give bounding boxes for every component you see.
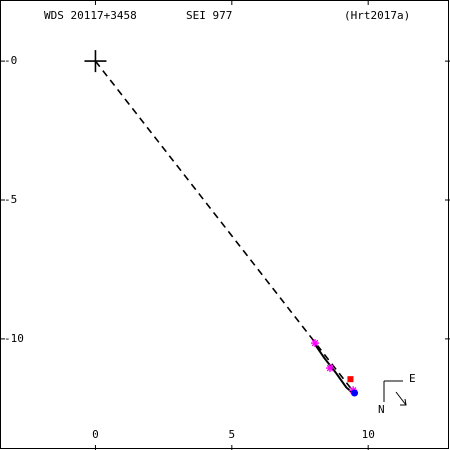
y-tick-label: -0: [4, 54, 18, 68]
asterisk-point: [326, 364, 334, 373]
compass-arrowhead: [400, 398, 407, 406]
compass: [383, 380, 407, 406]
orbit-line: [314, 343, 356, 396]
asterisk-stroke: [311, 339, 319, 347]
observation-points: [311, 339, 359, 397]
compass-east-label: E: [409, 372, 416, 385]
x-tick-label: 10: [361, 428, 375, 441]
asterisk-stroke: [326, 364, 334, 372]
orbit-reference: (Hrt2017a): [344, 9, 411, 22]
circle-point: [351, 389, 359, 397]
y-tick-label: -10: [4, 331, 24, 345]
separation-line: [94, 60, 356, 394]
square-point: [347, 376, 354, 383]
wds-identifier: WDS 20117+3458: [44, 9, 137, 22]
orbit-curve: [314, 343, 356, 396]
compass-motion-arrow: [395, 391, 407, 406]
x-tick-label: 5: [228, 428, 236, 441]
x-tick-label: 0: [92, 428, 99, 441]
compass-north-label: N: [378, 403, 385, 416]
asterisk-point: [311, 339, 319, 348]
y-tick-label: -5: [4, 193, 18, 206]
separation-dashed-line: [94, 60, 356, 394]
primary-star-marker: [84, 50, 107, 73]
discoverer-designation: SEI 977: [186, 9, 233, 22]
